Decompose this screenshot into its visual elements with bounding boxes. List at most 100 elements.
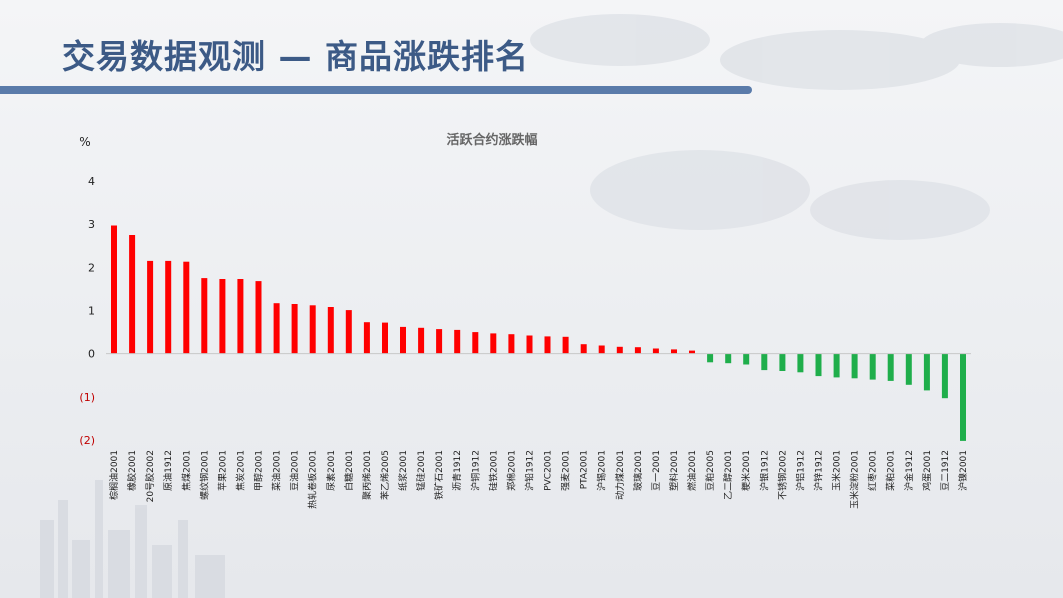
bar (544, 336, 551, 354)
x-tick-label: PTA2001 (580, 450, 590, 489)
bar (219, 279, 226, 354)
bar (129, 235, 136, 354)
x-tick-label: 豆粕2005 (704, 450, 716, 491)
x-tick-label: 原油1912 (162, 450, 174, 491)
x-tick-label: 郑棉2001 (505, 450, 517, 491)
x-tick-label: 纸浆2001 (397, 450, 409, 491)
bar (616, 346, 623, 354)
x-tick-label: 聚丙烯2001 (361, 450, 373, 500)
x-tick-label: 锰硅2001 (415, 450, 427, 491)
x-tick-label: 玉米淀粉2001 (849, 450, 861, 509)
bar (869, 353, 876, 380)
bar (761, 353, 768, 371)
bar (960, 353, 966, 441)
x-tick-label: 红枣2001 (867, 450, 879, 491)
bar (887, 353, 894, 381)
bar (923, 353, 930, 391)
bar (291, 304, 298, 354)
y-tick-label: (2) (79, 434, 95, 447)
y-tick-label: 1 (88, 305, 95, 318)
bar (815, 353, 822, 377)
bar (689, 350, 695, 354)
bar (508, 334, 515, 354)
bar (436, 329, 443, 354)
x-tick-label: 动力煤2001 (614, 450, 626, 500)
x-tick-label: 菜油2001 (271, 450, 283, 491)
bar (941, 353, 948, 399)
x-tick-label: 沪镍2001 (957, 450, 969, 491)
bar (725, 353, 732, 364)
x-tick-label: 沪金1912 (903, 450, 915, 491)
bar (671, 349, 677, 354)
bar (147, 260, 154, 354)
x-tick-label: 苯乙烯2005 (379, 450, 391, 500)
bar (418, 327, 425, 354)
bar (165, 260, 172, 354)
y-axis-ticks: 4 3 2 1 0 (1) (2) (79, 175, 95, 447)
x-tick-label: 沪铝1912 (794, 450, 806, 491)
bar (237, 279, 244, 354)
x-tick-label: 尿素2001 (325, 450, 337, 491)
x-tick-label: 甲醇2001 (253, 450, 265, 491)
bar (598, 345, 605, 354)
bar (707, 353, 714, 363)
bar (580, 344, 587, 354)
x-tick-label: 硅铁2001 (487, 450, 499, 491)
bar (454, 329, 461, 354)
chart-title: 活跃合约涨跌幅 (446, 132, 537, 148)
x-tick-label: 粳米2001 (740, 450, 752, 491)
y-tick-label: (1) (79, 391, 95, 404)
x-tick-label: 玉米2001 (831, 450, 843, 491)
x-tick-label: 沪银1912 (758, 450, 770, 491)
x-tick-label: 20号胶2002 (144, 450, 156, 502)
bar (201, 278, 208, 354)
bar (490, 333, 497, 354)
y-tick-label: 3 (88, 218, 95, 231)
x-tick-label: 白糖2001 (343, 450, 355, 491)
y-tick-label: 0 (88, 348, 95, 361)
title-underline-bar (0, 86, 752, 94)
bar (652, 348, 659, 354)
bar (309, 305, 316, 354)
x-tick-label: 豆一2001 (651, 450, 662, 491)
bar (255, 281, 262, 354)
x-tick-label: 棕榈油2001 (108, 450, 120, 500)
bar (634, 347, 641, 354)
x-tick-label: 乙二醇2001 (722, 450, 734, 500)
bars (111, 225, 966, 441)
y-axis-unit-label: % (79, 135, 90, 149)
x-tick-label: 沪铅1912 (523, 450, 535, 491)
x-tick-label: 豆二1912 (940, 450, 951, 491)
x-tick-label: 沪锌1912 (812, 450, 824, 491)
x-tick-label: 玻璃2001 (632, 450, 644, 491)
bar (851, 353, 858, 379)
bar (327, 307, 334, 354)
bar (363, 322, 370, 354)
x-tick-label: 强麦2001 (560, 450, 572, 491)
x-tick-label: 燃油2001 (686, 450, 698, 491)
x-tick-label: 豆油2001 (289, 450, 301, 491)
page-title: 交易数据观测 — 商品涨跌排名 (62, 37, 529, 76)
x-tick-label: PVC2001 (544, 450, 554, 491)
x-tick-label: 菜粕2001 (885, 450, 897, 491)
bar (797, 353, 804, 373)
y-tick-label: 4 (88, 175, 95, 188)
bar (345, 310, 352, 354)
bar (905, 353, 912, 385)
x-tick-label: 橡胶2001 (126, 450, 138, 491)
x-tick-label: 苹果2001 (216, 450, 228, 491)
x-tick-label: 不锈钢2002 (776, 450, 788, 500)
x-tick-label: 沪铜1912 (469, 450, 481, 491)
x-tick-label: 塑料2001 (668, 450, 680, 491)
bar (382, 322, 388, 354)
bar (472, 332, 479, 354)
bar (526, 335, 533, 354)
x-tick-label: 沥青1912 (451, 450, 463, 491)
x-axis-category-labels: 棕榈油2001 橡胶2001 20号胶2002 原油1912 焦煤2001 螺纹钢2001… (108, 450, 969, 509)
x-tick-label: 鸡蛋2001 (921, 450, 933, 491)
y-tick-label: 2 (88, 261, 95, 274)
x-tick-label: 焦炭2001 (234, 450, 246, 491)
x-tick-label: 焦煤2001 (180, 450, 192, 491)
